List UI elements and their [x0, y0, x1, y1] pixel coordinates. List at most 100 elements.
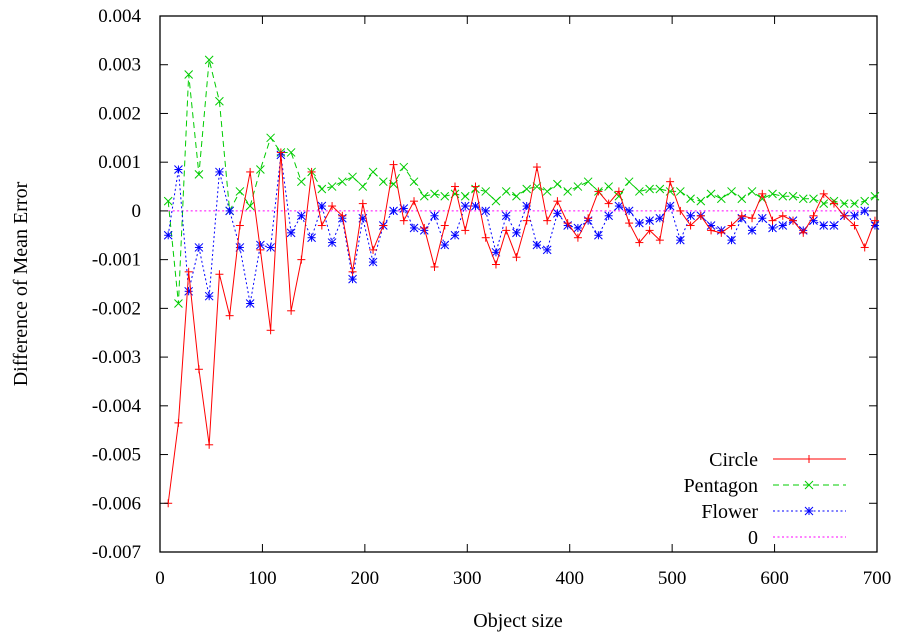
- data-point-flower: [266, 243, 275, 252]
- data-point-circle: [369, 245, 378, 254]
- data-point-pentagon: [358, 182, 368, 191]
- data-point-pentagon: [245, 201, 255, 211]
- data-point-circle: [563, 219, 572, 228]
- data-point-flower: [460, 201, 470, 211]
- data-point-flower: [686, 211, 695, 221]
- data-point-circle: [348, 267, 357, 276]
- data-point-flower: [655, 213, 665, 223]
- data-point-flower: [174, 165, 183, 174]
- data-point-pentagon: [870, 191, 880, 201]
- data-point-circle: [481, 233, 490, 242]
- data-point-circle: [604, 199, 613, 208]
- legend-marker: [804, 480, 814, 490]
- data-point-pentagon: [716, 194, 726, 204]
- data-point-circle: [266, 326, 275, 335]
- data-point-flower: [327, 238, 337, 247]
- x-tick-label: 700: [863, 568, 892, 589]
- data-point-circle: [276, 148, 285, 157]
- data-point-flower: [471, 201, 480, 211]
- data-point-pentagon: [850, 199, 859, 208]
- data-point-pentagon: [563, 187, 573, 196]
- data-point-flower: [727, 235, 736, 245]
- legend: Circle Pentagon Flower 0: [684, 449, 846, 549]
- y-tick-label: -0.007: [92, 542, 141, 563]
- x-tick-label: 200: [351, 568, 380, 589]
- data-point-circle: [430, 262, 439, 271]
- data-point-circle: [707, 226, 716, 235]
- data-point-pentagon: [655, 184, 665, 194]
- data-point-flower: [675, 235, 685, 245]
- data-point-circle: [328, 202, 337, 211]
- data-point-pentagon: [286, 148, 296, 157]
- data-point-pentagon: [768, 189, 777, 199]
- data-point-flower: [204, 291, 214, 301]
- data-point-circle: [860, 243, 869, 252]
- data-point-circle: [799, 228, 808, 237]
- data-point-circle: [543, 216, 552, 225]
- data-point-flower: [245, 299, 255, 308]
- data-point-flower: [368, 257, 378, 267]
- data-point-pentagon: [409, 177, 419, 187]
- data-point-circle: [389, 160, 398, 169]
- legend-label: Pentagon: [684, 475, 758, 497]
- data-point-pentagon: [624, 177, 634, 187]
- data-point-flower: [553, 208, 562, 218]
- data-point-pentagon: [348, 172, 357, 182]
- data-point-flower: [635, 218, 644, 228]
- data-point-pentagon: [522, 184, 532, 194]
- data-point-circle: [450, 182, 459, 191]
- y-tick-label: 0.002: [98, 103, 141, 124]
- data-point-circle: [379, 221, 388, 230]
- data-point-flower: [348, 274, 357, 284]
- data-point-circle: [737, 211, 746, 220]
- data-point-circle: [358, 199, 367, 208]
- data-point-pentagon: [645, 184, 654, 194]
- data-point-flower: [757, 213, 767, 223]
- data-point-pentagon: [184, 70, 194, 79]
- data-point-circle: [184, 267, 193, 276]
- data-point-pentagon: [635, 187, 644, 196]
- data-point-flower: [532, 240, 542, 250]
- data-point-flower: [215, 167, 224, 177]
- data-point-flower: [614, 201, 624, 211]
- data-point-flower: [768, 223, 777, 233]
- data-point-circle: [789, 216, 798, 225]
- data-point-pentagon: [256, 165, 265, 174]
- data-point-circle: [235, 221, 244, 230]
- data-point-circle: [338, 211, 347, 220]
- data-point-flower: [665, 201, 675, 211]
- y-axis-title: Difference of Mean Error: [10, 181, 32, 386]
- data-point-circle: [717, 228, 726, 237]
- data-point-circle: [410, 197, 419, 206]
- data-point-circle: [522, 216, 531, 225]
- legend-label: Flower: [701, 501, 758, 523]
- data-point-pentagon: [532, 182, 542, 191]
- data-point-circle: [758, 189, 767, 198]
- data-point-pentagon: [860, 196, 870, 206]
- data-point-pentagon: [204, 55, 214, 65]
- data-point-pentagon: [686, 194, 695, 204]
- data-point-flower: [604, 211, 613, 221]
- y-tick-label: -0.003: [92, 347, 141, 368]
- data-point-flower: [409, 223, 419, 233]
- data-point-flower: [256, 240, 265, 250]
- data-point-flower: [501, 211, 511, 221]
- data-point-circle: [225, 311, 234, 320]
- data-point-circle: [850, 221, 859, 230]
- legend-label: Circle: [709, 449, 758, 471]
- data-point-circle: [635, 238, 644, 247]
- x-tick-label: 100: [248, 568, 277, 589]
- y-tick-label: 0.001: [98, 152, 141, 173]
- y-tick-label: -0.001: [92, 250, 141, 271]
- data-point-pentagon: [440, 191, 450, 201]
- data-point-flower: [573, 223, 583, 233]
- plot-frame: [159, 15, 878, 553]
- data-point-flower: [163, 230, 173, 240]
- data-point-flower: [829, 221, 839, 230]
- y-tick-label: -0.005: [92, 445, 141, 466]
- x-axis-title: Object size: [473, 610, 563, 632]
- data-point-circle: [614, 187, 623, 196]
- data-point-pentagon: [430, 189, 439, 199]
- data-point-circle: [584, 214, 593, 223]
- data-point-flower: [512, 228, 521, 238]
